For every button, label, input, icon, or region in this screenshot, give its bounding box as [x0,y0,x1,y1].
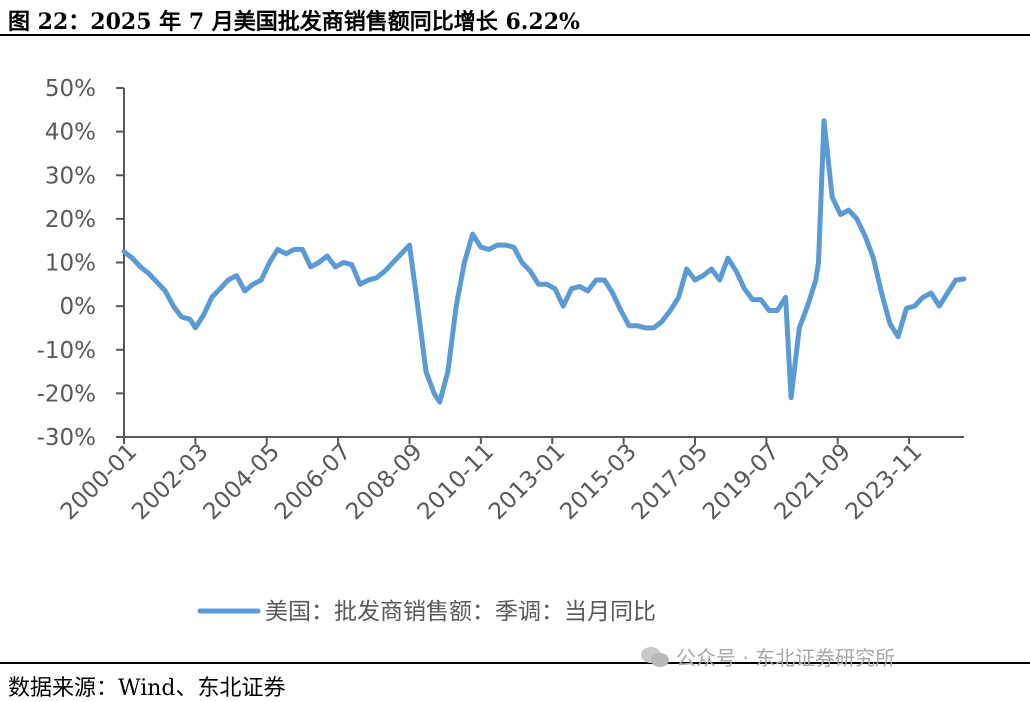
axes [116,87,964,444]
y-axis-tick-labels: 50% 40% 30% 20% 10% 0% -10% -20% -30% [37,76,96,451]
x-tick-label: 2013-01 [484,439,570,525]
x-tick-label: 2000-01 [56,439,142,525]
source-note: 数据来源：Wind、东北证券 [8,676,286,701]
y-tick-label: -10% [37,338,96,364]
line-chart: 50%40%30%20%10%0%-10%-20%-30% 2000-01200… [37,76,967,625]
y-tick-label: 30% [45,163,96,189]
watermark: 公众号 · 东北证券研究所 [640,642,895,671]
figure-title: 图 22：2025 年 7 月美国批发商销售额同比增长 6.22% [8,9,580,35]
x-tick-label: 2006-07 [270,439,356,525]
series-line [121,118,967,405]
legend-label: 美国：批发商销售额：季调：当月同比 [265,599,656,625]
top-rule [0,34,1030,36]
x-axis-tick-labels: 2000-012002-032004-052006-072008-092010-… [56,439,927,525]
bottom-rule [0,662,1030,664]
watermark-text: 公众号 · 东北证券研究所 [676,646,896,670]
x-tick-label: 2002-03 [127,439,213,525]
y-tick-label: 0% [60,294,97,320]
x-tick-label: 2004-05 [199,439,285,525]
x-tick-label: 2015-03 [556,439,642,525]
x-tick-label: 2008-09 [341,439,427,525]
x-tick-label: 2010-11 [413,439,499,525]
x-tick-label: 2021-09 [770,439,856,525]
x-tick-label: 2019-07 [698,439,784,525]
legend: 美国：批发商销售额：季调：当月同比 [197,599,656,625]
y-tick-label: 50% [45,76,96,102]
y-tick-label: 40% [45,120,96,146]
x-tick-label: 2017-05 [627,439,713,525]
y-tick-label: -30% [37,425,96,451]
x-tick-label: 2023-11 [841,439,927,525]
wechat-icon [640,646,670,668]
y-tick-label: -20% [37,381,96,407]
y-tick-label: 20% [45,207,96,233]
y-tick-label: 10% [45,251,96,277]
